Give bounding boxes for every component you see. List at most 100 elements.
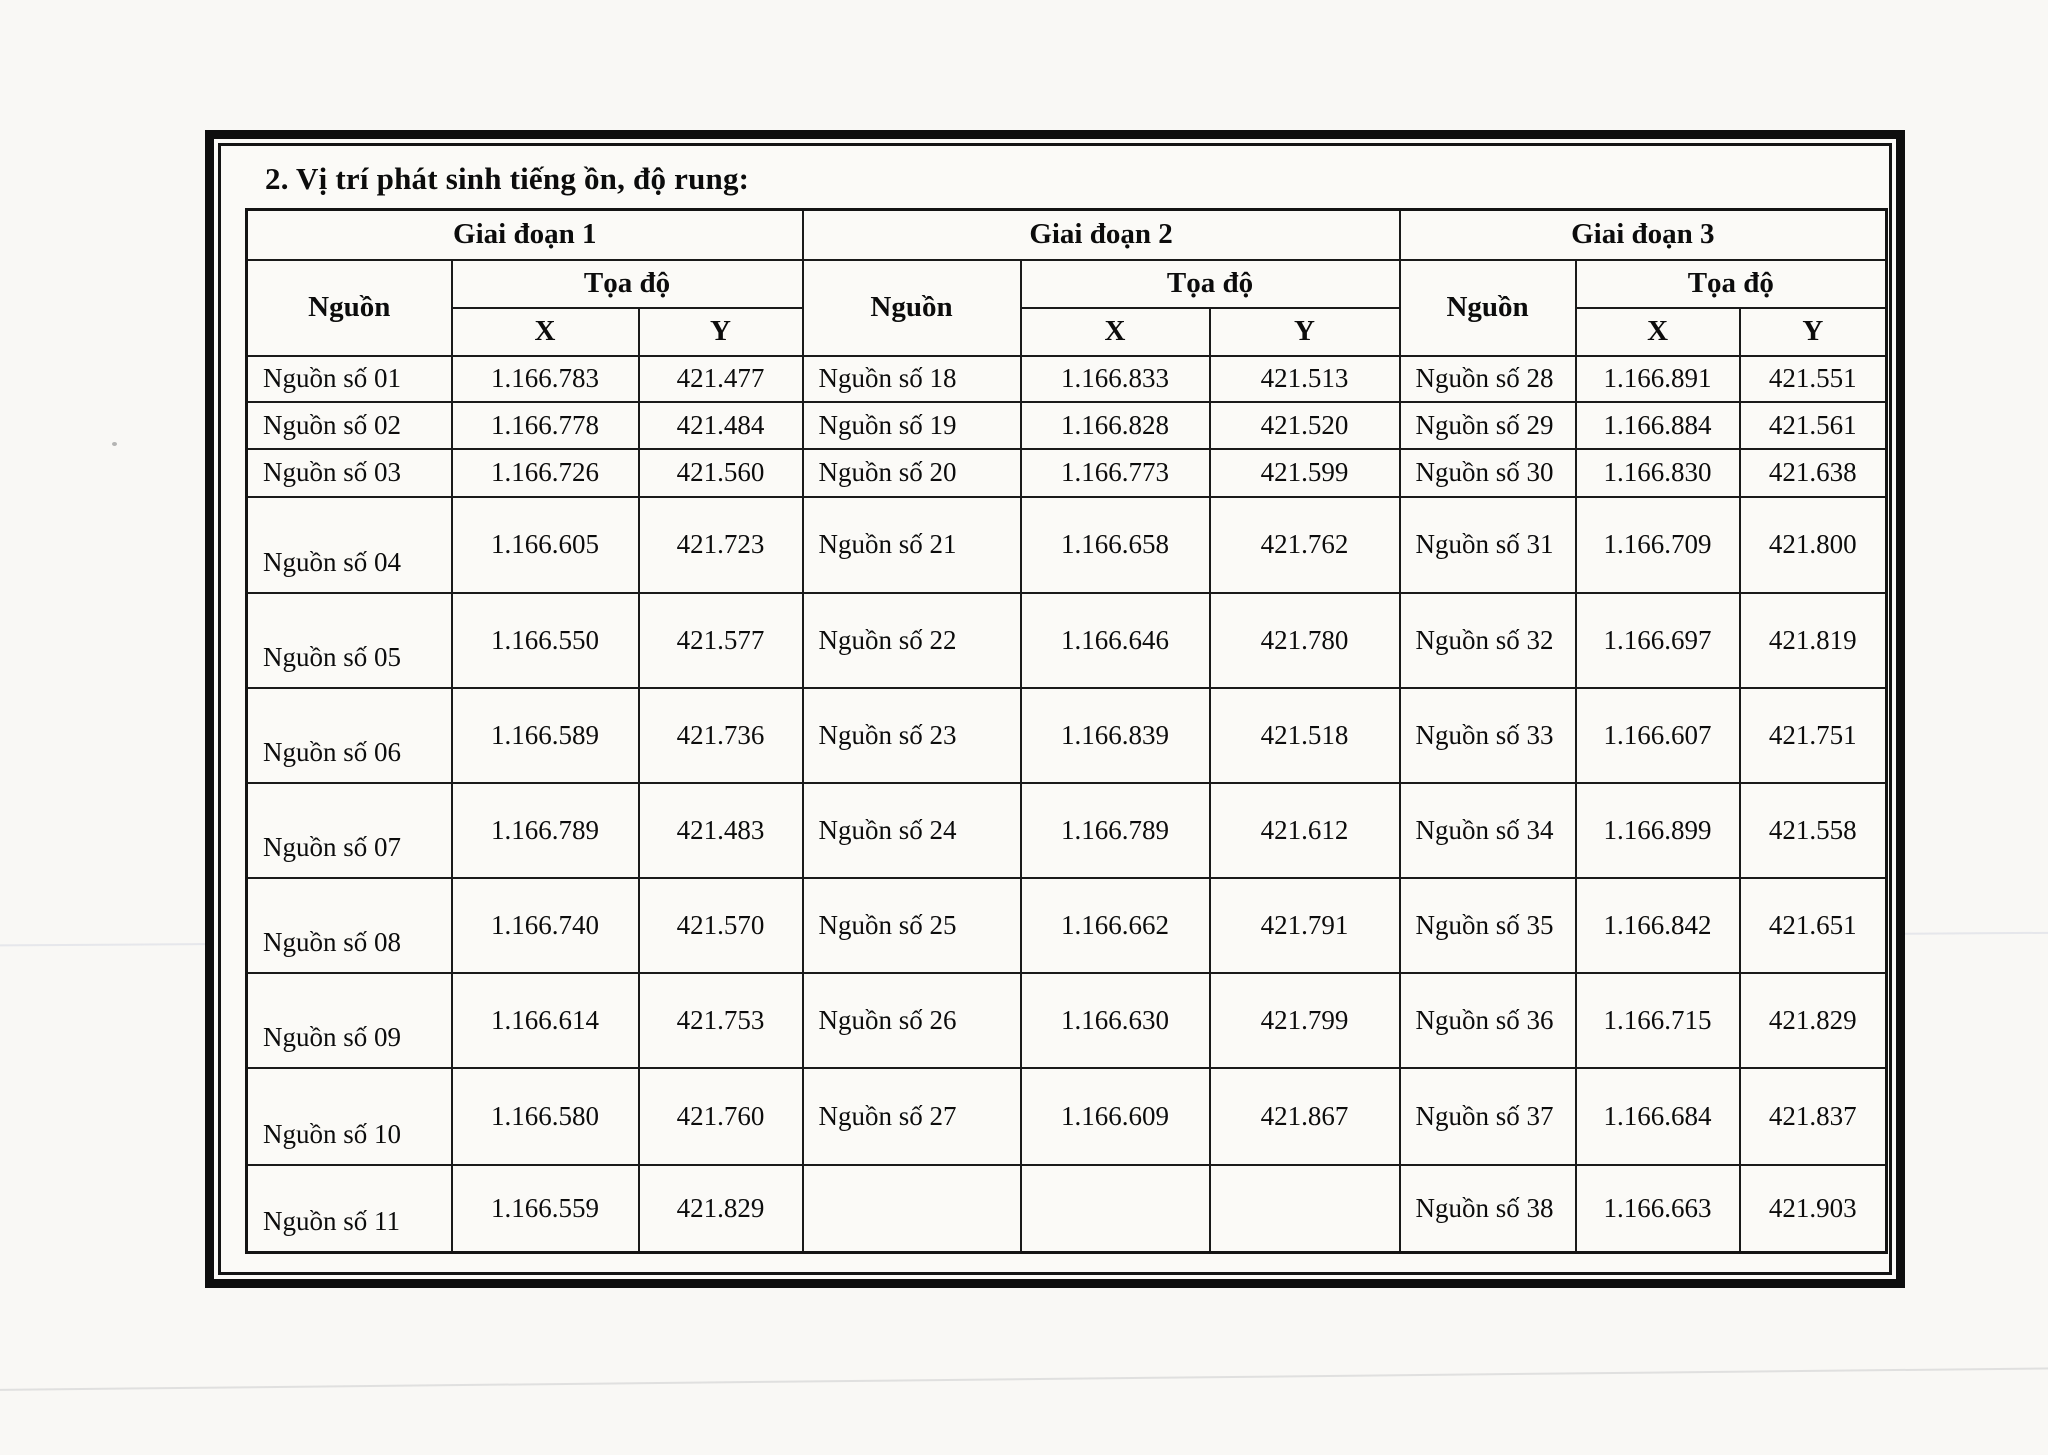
table-row: Nguồn số 03 1.166.726 421.560 Nguồn số 2…	[245, 447, 1888, 498]
y-cell: 421.638	[1738, 447, 1888, 498]
y-cell: 421.791	[1208, 876, 1401, 974]
noise-vibration-coordinates-table: Giai đoạn 1 Giai đoạn 2 Giai đoạn 3 Nguồ…	[245, 208, 1889, 1254]
source-cell: Nguồn số 33	[1398, 686, 1577, 784]
source-cell: Nguồn số 05	[245, 591, 453, 689]
source-cell: Nguồn số 36	[1398, 971, 1577, 1069]
source-cell: Nguồn số 21	[801, 495, 1022, 594]
y-cell: 421.513	[1208, 354, 1401, 403]
x-cell: 1.166.630	[1019, 971, 1211, 1069]
y-cell: 421.612	[1208, 781, 1401, 879]
table-row: Nguồn số 06 1.166.589 421.736 Nguồn số 2…	[245, 686, 1888, 784]
y-cell: 421.867	[1208, 1066, 1401, 1166]
x-cell: 1.166.697	[1574, 591, 1741, 689]
x-cell: 1.166.828	[1019, 400, 1211, 450]
scan-speck	[112, 442, 117, 446]
source-cell: Nguồn số 09	[245, 971, 453, 1069]
source-cell: Nguồn số 27	[801, 1066, 1022, 1166]
source-cell	[801, 1163, 1022, 1254]
y-cell: 421.570	[637, 876, 804, 974]
y-cell: 421.483	[637, 781, 804, 879]
y-cell: 421.651	[1738, 876, 1888, 974]
table-row: Nguồn số 09 1.166.614 421.753 Nguồn số 2…	[245, 971, 1888, 1069]
table-row: Nguồn số 08 1.166.740 421.570 Nguồn số 2…	[245, 876, 1888, 974]
y-cell	[1208, 1163, 1401, 1254]
x-cell: 1.166.899	[1574, 781, 1741, 879]
phase-1-y-header: Y	[637, 306, 804, 357]
x-cell: 1.166.559	[450, 1163, 640, 1254]
x-cell: 1.166.614	[450, 971, 640, 1069]
source-cell: Nguồn số 18	[801, 354, 1022, 403]
source-cell: Nguồn số 28	[1398, 354, 1577, 403]
column-group-header-row: Nguồn Tọa độ Nguồn Tọa độ Nguồn Tọa độ	[245, 258, 1888, 357]
source-cell: Nguồn số 19	[801, 400, 1022, 450]
phase-2-header: Giai đoạn 2	[801, 208, 1401, 261]
y-cell: 421.520	[1208, 400, 1401, 450]
y-cell: 421.751	[1738, 686, 1888, 784]
y-cell: 421.753	[637, 971, 804, 1069]
table-row: Nguồn số 05 1.166.550 421.577 Nguồn số 2…	[245, 591, 1888, 689]
phase-3-y-header: Y	[1738, 306, 1888, 357]
scan-artifact-line	[0, 1367, 2048, 1391]
source-cell: Nguồn số 01	[245, 354, 453, 403]
table-row: Nguồn số 04 1.166.605 421.723 Nguồn số 2…	[245, 495, 1888, 594]
xy-header-row: X Y X Y X Y	[247, 306, 1888, 357]
source-cell: Nguồn số 29	[1398, 400, 1577, 450]
y-cell: 421.780	[1208, 591, 1401, 689]
source-cell: Nguồn số 23	[801, 686, 1022, 784]
x-cell: 1.166.580	[450, 1066, 640, 1166]
phase-3-x-header: X	[1574, 306, 1741, 357]
phase-1-x-header: X	[450, 306, 640, 357]
source-cell: Nguồn số 31	[1398, 495, 1577, 594]
x-cell: 1.166.589	[450, 686, 640, 784]
table-row: Nguồn số 10 1.166.580 421.760 Nguồn số 2…	[245, 1066, 1888, 1166]
x-cell	[1019, 1163, 1211, 1254]
x-cell: 1.166.646	[1019, 591, 1211, 689]
y-cell: 421.560	[637, 447, 804, 498]
section-title: 2. Vị trí phát sinh tiếng ồn, độ rung:	[265, 161, 750, 196]
x-cell: 1.166.830	[1574, 447, 1741, 498]
x-cell: 1.166.842	[1574, 876, 1741, 974]
source-cell: Nguồn số 24	[801, 781, 1022, 879]
x-cell: 1.166.839	[1019, 686, 1211, 784]
phase-3-coord-header: Tọa độ	[1574, 258, 1888, 309]
y-cell: 421.577	[637, 591, 804, 689]
source-cell: Nguồn số 11	[245, 1163, 453, 1254]
y-cell: 421.829	[1738, 971, 1888, 1069]
x-cell: 1.166.783	[450, 354, 640, 403]
table-row: Nguồn số 11 1.166.559 421.829 Nguồn số 3…	[245, 1163, 1888, 1254]
x-cell: 1.166.715	[1574, 971, 1741, 1069]
phase-2-source-header: Nguồn	[801, 258, 1022, 357]
x-cell: 1.166.773	[1019, 447, 1211, 498]
source-cell: Nguồn số 34	[1398, 781, 1577, 879]
x-cell: 1.166.662	[1019, 876, 1211, 974]
x-cell: 1.166.778	[450, 400, 640, 450]
phase-3-header: Giai đoạn 3	[1398, 208, 1888, 261]
table-row: Nguồn số 01 1.166.783 421.477 Nguồn số 1…	[245, 354, 1888, 403]
y-cell: 421.518	[1208, 686, 1401, 784]
phase-2-y-header: Y	[1208, 306, 1401, 357]
document-frame: 2. Vị trí phát sinh tiếng ồn, độ rung: G…	[205, 130, 1905, 1288]
source-cell: Nguồn số 35	[1398, 876, 1577, 974]
source-cell: Nguồn số 22	[801, 591, 1022, 689]
y-cell: 421.599	[1208, 447, 1401, 498]
y-cell: 421.558	[1738, 781, 1888, 879]
x-cell: 1.166.550	[450, 591, 640, 689]
source-cell: Nguồn số 26	[801, 971, 1022, 1069]
source-cell: Nguồn số 07	[245, 781, 453, 879]
y-cell: 421.736	[637, 686, 804, 784]
phase-1-source-header: Nguồn	[245, 258, 453, 357]
y-cell: 421.903	[1738, 1163, 1888, 1254]
source-cell: Nguồn số 08	[245, 876, 453, 974]
source-cell: Nguồn số 04	[245, 495, 453, 594]
x-cell: 1.166.891	[1574, 354, 1741, 403]
x-cell: 1.166.740	[450, 876, 640, 974]
phase-3-source-header: Nguồn	[1398, 258, 1577, 357]
x-cell: 1.166.884	[1574, 400, 1741, 450]
source-cell: Nguồn số 37	[1398, 1066, 1577, 1166]
phase-2-coord-header: Tọa độ	[1019, 258, 1401, 309]
source-cell: Nguồn số 32	[1398, 591, 1577, 689]
y-cell: 421.477	[637, 354, 804, 403]
document-frame-inner: 2. Vị trí phát sinh tiếng ồn, độ rung: G…	[218, 143, 1892, 1275]
y-cell: 421.723	[637, 495, 804, 594]
